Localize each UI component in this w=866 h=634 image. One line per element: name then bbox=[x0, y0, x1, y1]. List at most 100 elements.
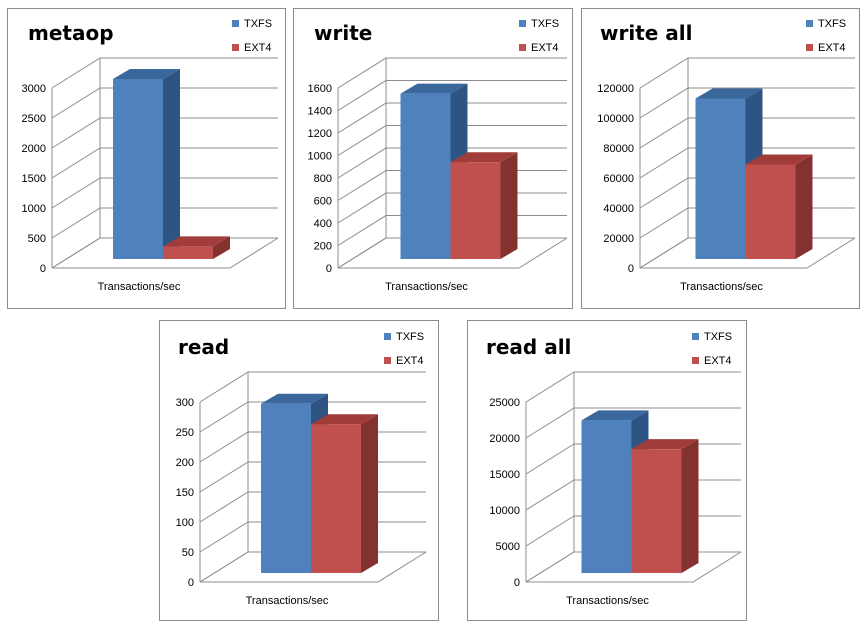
y-tick-label: 100 bbox=[176, 517, 194, 529]
gridline bbox=[51, 117, 278, 149]
gridline bbox=[639, 117, 855, 149]
y-tick-label: 20000 bbox=[603, 233, 634, 245]
y-tick-label: 80000 bbox=[603, 143, 634, 155]
y-tick-label: 0 bbox=[188, 577, 194, 589]
gridline bbox=[525, 407, 741, 439]
legend-item-ext4: EXT4 bbox=[806, 41, 846, 55]
floor-edge bbox=[526, 551, 742, 583]
legend-label: EXT4 bbox=[396, 355, 424, 367]
y-tick-label: 0 bbox=[40, 263, 46, 275]
y-tick-label: 0 bbox=[514, 577, 520, 589]
y-tick-label: 50 bbox=[182, 547, 194, 559]
y-tick-label: 150 bbox=[176, 487, 194, 499]
bar-front-face bbox=[261, 403, 311, 573]
bar-ext4 bbox=[311, 414, 378, 573]
y-tick-label: 300 bbox=[176, 397, 194, 409]
y-tick-label: 1600 bbox=[308, 83, 332, 95]
legend-swatch-ext4 bbox=[692, 357, 699, 364]
bar-front-face bbox=[631, 449, 682, 573]
bar-front-face bbox=[311, 424, 361, 573]
y-tick-label: 1500 bbox=[22, 173, 46, 185]
gridline bbox=[639, 87, 855, 119]
bar-top-face bbox=[745, 154, 813, 165]
y-tick-label: 20000 bbox=[489, 433, 520, 445]
chart-title: write all bbox=[600, 21, 693, 45]
legend-label: TXFS bbox=[244, 18, 273, 30]
bar-front-face bbox=[695, 98, 746, 259]
bar-ext4 bbox=[163, 236, 230, 259]
y-tick-label: 10000 bbox=[489, 505, 520, 517]
y-tick-label: 0 bbox=[628, 263, 634, 275]
x-axis-label: Transactions/sec bbox=[385, 281, 468, 293]
legend-item-txfs: TXFS bbox=[519, 17, 559, 31]
gridline bbox=[337, 125, 567, 156]
gridline bbox=[337, 57, 567, 89]
y-tick-label: 800 bbox=[314, 173, 332, 185]
y-tick-label: 25000 bbox=[489, 397, 520, 409]
x-axis-label: Transactions/sec bbox=[98, 281, 181, 293]
bar-top-face bbox=[450, 152, 518, 163]
y-tick-label: 1000 bbox=[22, 203, 46, 215]
bar-front-face bbox=[581, 420, 632, 573]
chart-title: metaop bbox=[28, 21, 114, 45]
y-tick-label: 1000 bbox=[308, 151, 332, 163]
bar-side-face bbox=[500, 152, 518, 259]
legend-swatch-txfs bbox=[692, 333, 699, 340]
bar-top-face bbox=[311, 414, 378, 425]
gridline bbox=[51, 87, 278, 119]
bar-chart-write: 0 200 400 600 800 1000 1200 1400 1600 Transaction… bbox=[308, 57, 568, 293]
y-tick-label: 15000 bbox=[489, 469, 520, 481]
chart-title: write bbox=[314, 21, 373, 45]
floor-edge bbox=[640, 237, 856, 269]
y-tick-label: 0 bbox=[326, 263, 332, 275]
chart-panel-write: write TXFS EXT4 0 200 400 600 800 1000 1200 140… bbox=[293, 8, 573, 309]
legend-label: TXFS bbox=[396, 331, 425, 343]
y-tick-label: 600 bbox=[314, 196, 332, 208]
bar-txfs bbox=[113, 69, 180, 259]
legend-swatch-ext4 bbox=[232, 44, 239, 51]
legend-label: TXFS bbox=[704, 331, 733, 343]
gridline bbox=[199, 401, 426, 433]
legend-swatch-ext4 bbox=[519, 44, 526, 51]
bar-front-face bbox=[163, 246, 213, 259]
legend-swatch-txfs bbox=[806, 20, 813, 27]
y-tick-label: 120000 bbox=[597, 83, 634, 95]
bar-top-face bbox=[113, 69, 180, 79]
gridline bbox=[337, 147, 567, 179]
gridline bbox=[639, 57, 855, 89]
legend-item-txfs: TXFS bbox=[692, 330, 732, 344]
bar-front-face bbox=[745, 164, 796, 259]
bar-ext4 bbox=[450, 152, 518, 259]
bar-top-face bbox=[163, 236, 230, 247]
bar-side-face bbox=[213, 236, 230, 259]
bar-chart-metaop: 0 500 1000 1500 2000 2500 3000 Transactions/sec bbox=[22, 57, 279, 293]
chart-title: read bbox=[178, 335, 230, 359]
legend-swatch-txfs bbox=[232, 20, 239, 27]
y-tick-label: 1400 bbox=[308, 106, 332, 118]
gridline bbox=[51, 147, 278, 179]
bar-top-face bbox=[400, 83, 468, 94]
x-axis-label: Transactions/sec bbox=[680, 281, 763, 293]
bar-side-face bbox=[163, 69, 180, 259]
legend-swatch-ext4 bbox=[806, 44, 813, 51]
y-tick-label: 60000 bbox=[603, 173, 634, 185]
y-tick-label: 3000 bbox=[22, 83, 46, 95]
legend-label: EXT4 bbox=[531, 42, 559, 54]
floor-edge bbox=[200, 551, 427, 583]
y-tick-label: 500 bbox=[28, 233, 46, 245]
legend-label: EXT4 bbox=[244, 42, 272, 54]
gridline bbox=[51, 57, 278, 89]
y-tick-label: 400 bbox=[314, 218, 332, 230]
x-axis-label: Transactions/sec bbox=[246, 595, 329, 607]
x-axis-label: Transactions/sec bbox=[566, 595, 649, 607]
chart-panel-read-all: read all TXFS EXT4 0 5000 10000 15000 20000 2… bbox=[467, 320, 747, 621]
bar-top-face bbox=[261, 393, 328, 404]
gridline bbox=[525, 371, 741, 403]
chart-panel-metaop: metaop TXFS EXT4 0 500 1000 1500 2000 2500 300… bbox=[7, 8, 286, 309]
bar-ext4 bbox=[745, 154, 813, 259]
bar-ext4 bbox=[631, 439, 699, 573]
legend-item-txfs: TXFS bbox=[384, 330, 424, 344]
bar-chart-read-all: 0 5000 10000 15000 20000 25000 Transactions/se… bbox=[489, 371, 742, 607]
legend-item-ext4: EXT4 bbox=[384, 354, 424, 368]
legend-swatch-txfs bbox=[519, 20, 526, 27]
